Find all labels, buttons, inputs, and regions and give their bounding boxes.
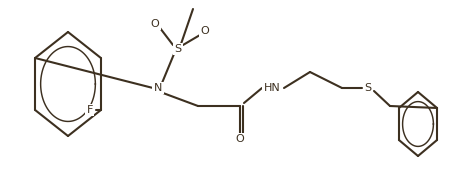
Text: HN: HN <box>264 83 280 93</box>
Text: S: S <box>175 44 181 54</box>
Text: F: F <box>87 105 93 115</box>
Text: O: O <box>151 19 159 29</box>
Text: N: N <box>154 83 162 93</box>
Text: S: S <box>364 83 372 93</box>
Text: O: O <box>236 134 244 144</box>
Text: O: O <box>201 26 209 36</box>
